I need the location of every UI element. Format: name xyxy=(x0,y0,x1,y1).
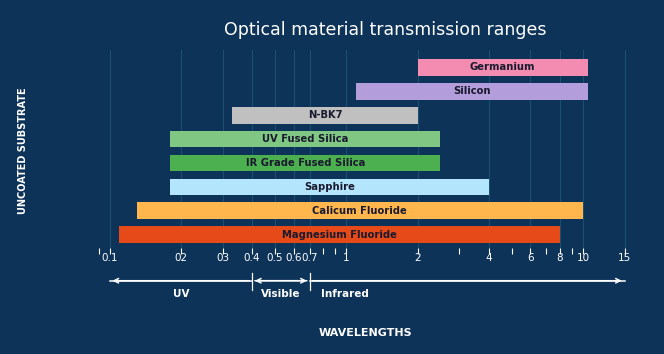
Text: 10: 10 xyxy=(576,252,590,263)
Text: 6: 6 xyxy=(527,252,534,263)
Bar xyxy=(120,226,560,243)
Text: 0.7: 0.7 xyxy=(301,252,318,263)
Text: 0.6: 0.6 xyxy=(286,252,302,263)
Text: Infrared: Infrared xyxy=(321,289,369,299)
Text: 0.1: 0.1 xyxy=(102,252,118,263)
Text: Magnesium Fluoride: Magnesium Fluoride xyxy=(282,230,397,240)
Text: Calicum Fluoride: Calicum Fluoride xyxy=(312,206,407,216)
Text: Visible: Visible xyxy=(261,289,301,299)
Text: N-BK7: N-BK7 xyxy=(307,110,342,120)
Text: 15: 15 xyxy=(618,252,631,263)
Bar xyxy=(170,155,440,171)
Text: Silicon: Silicon xyxy=(454,86,491,96)
Bar xyxy=(418,59,588,76)
Text: 0.5: 0.5 xyxy=(267,252,284,263)
Text: UV: UV xyxy=(173,289,189,299)
Bar xyxy=(170,178,489,195)
Text: WAVELENGTHS: WAVELENGTHS xyxy=(318,328,412,338)
Text: 03: 03 xyxy=(216,252,229,263)
Text: UV Fused Silica: UV Fused Silica xyxy=(262,134,349,144)
Bar xyxy=(137,202,583,219)
Text: 8: 8 xyxy=(556,252,563,263)
Text: Optical material transmission ranges: Optical material transmission ranges xyxy=(224,21,546,39)
Text: 02: 02 xyxy=(175,252,187,263)
Text: 2: 2 xyxy=(414,252,421,263)
Text: UNCOATED SUBSTRATE: UNCOATED SUBSTRATE xyxy=(18,87,29,214)
Bar xyxy=(232,107,418,124)
Text: IR Grade Fused Silica: IR Grade Fused Silica xyxy=(246,158,365,168)
Bar xyxy=(170,131,440,148)
Text: Germanium: Germanium xyxy=(470,62,535,73)
Text: 0.4: 0.4 xyxy=(244,252,260,263)
Text: 1: 1 xyxy=(343,252,350,263)
Text: Sapphire: Sapphire xyxy=(304,182,355,192)
Text: 4: 4 xyxy=(485,252,492,263)
Bar xyxy=(356,83,588,100)
